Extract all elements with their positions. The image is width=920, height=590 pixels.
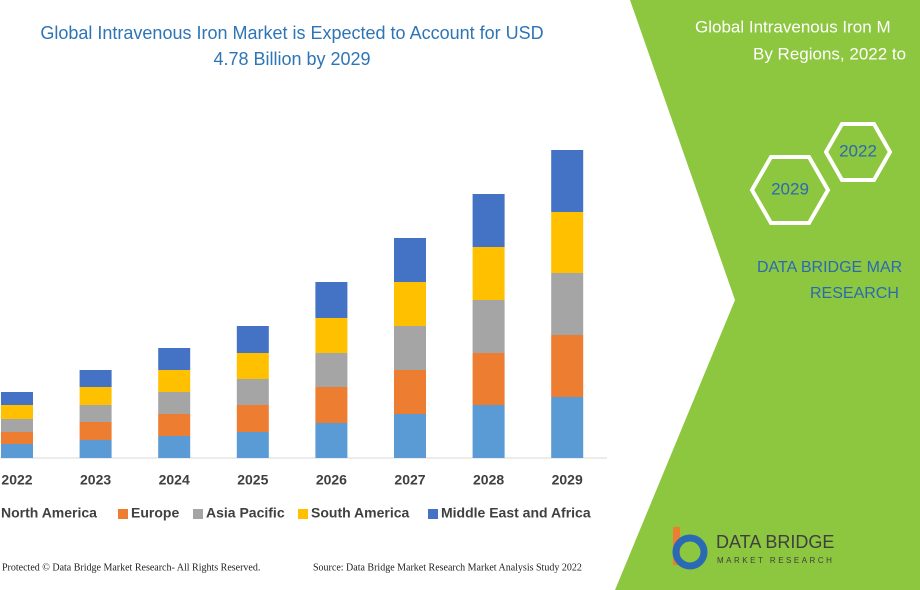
hexagon-label: 2029	[771, 179, 809, 198]
bar-segment	[158, 370, 191, 392]
brand-text: DATA BRIDGE MAR	[757, 259, 902, 276]
bar-segment	[236, 353, 269, 379]
x-tick-label: 2028	[473, 472, 504, 488]
footer-right: Source: Data Bridge Market Research Mark…	[313, 562, 582, 573]
bar-segment	[158, 414, 191, 436]
legend-label: Asia Pacific	[206, 505, 285, 521]
bar-segment	[79, 440, 112, 458]
bar-segment	[551, 397, 584, 458]
bar-segment	[472, 247, 505, 300]
hexagon	[749, 155, 831, 225]
legend-label: Middle East and Africa	[441, 505, 591, 521]
bar-segment	[236, 405, 269, 432]
bar-segment	[236, 432, 269, 458]
bar-segment	[79, 422, 112, 440]
bar-segment	[79, 370, 112, 387]
bar-segment	[315, 353, 348, 387]
legend-swatch	[428, 509, 438, 519]
bar-segment	[158, 392, 191, 414]
legend-label: South America	[311, 505, 409, 521]
panel-heading: Global Intravenous Iron M	[695, 17, 891, 36]
x-tick-label: 2025	[237, 472, 268, 488]
bar-segment	[394, 370, 426, 414]
footer-left: Protected © Data Bridge Market Research-…	[2, 562, 260, 573]
bar-segment	[158, 436, 191, 458]
x-tick-label: 2027	[394, 472, 425, 488]
legend-label: Europe	[131, 505, 179, 521]
x-tick-label: 2024	[159, 472, 190, 488]
green-panel	[615, 0, 920, 590]
bar-segment	[472, 300, 505, 353]
x-tick-label: 2022	[1, 472, 32, 488]
bar-segment	[551, 335, 584, 397]
bar-segment	[394, 238, 426, 282]
bar-segment	[158, 348, 191, 370]
bar-segment	[472, 194, 505, 247]
bar-segment	[1, 444, 33, 458]
brand-text: RESEARCH	[810, 285, 899, 302]
hexagon-label: 2022	[839, 141, 877, 160]
logo-subtext: MARKET RESEARCH	[717, 556, 834, 565]
bar-segment	[472, 353, 505, 405]
bar-segment	[551, 273, 584, 335]
bar-segment	[1, 419, 33, 432]
x-tick-label: 2023	[80, 472, 111, 488]
legend-swatch	[193, 509, 203, 519]
bar-segment	[1, 405, 33, 419]
bar-segment	[79, 387, 112, 405]
chart-title: 4.78 Billion by 2029	[213, 49, 370, 69]
bar-segment	[394, 326, 426, 370]
legend-swatch	[118, 509, 128, 519]
bar-segment	[236, 326, 269, 353]
logo-text: DATA BRIDGE	[716, 532, 834, 552]
chart-title: Global Intravenous Iron Market is Expect…	[40, 23, 543, 43]
panel-heading: By Regions, 2022 to	[753, 44, 906, 63]
bar-segment	[236, 379, 269, 405]
bar-segment	[315, 318, 348, 353]
legend-swatch	[298, 509, 308, 519]
bar-segment	[315, 423, 348, 458]
bar-segment	[551, 150, 584, 212]
bar-segment	[394, 282, 426, 326]
bar-segment	[315, 387, 348, 423]
logo-icon	[672, 527, 708, 570]
bar-segment	[79, 405, 112, 422]
bar-segment	[472, 405, 505, 458]
bar-segment	[551, 212, 584, 273]
x-tick-label: 2029	[552, 472, 583, 488]
bar-segment	[315, 282, 348, 318]
legend-label: North America	[1, 505, 97, 521]
bar-segment	[1, 432, 33, 444]
bar-segment	[394, 414, 426, 458]
bar-segment	[1, 392, 33, 405]
x-tick-label: 2026	[316, 472, 347, 488]
hexagon	[823, 122, 893, 182]
